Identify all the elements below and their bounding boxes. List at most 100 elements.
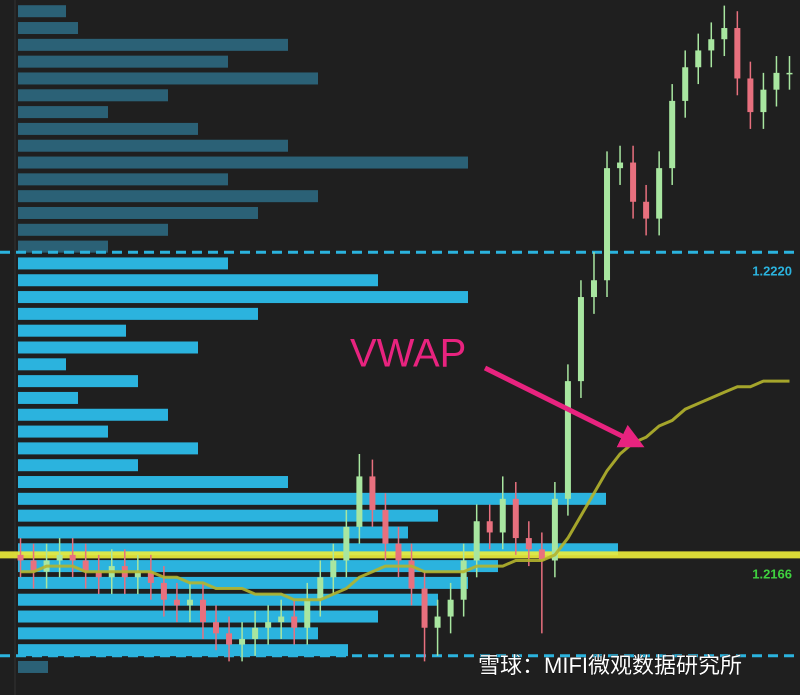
- candle-body: [538, 549, 545, 561]
- profile-bar: [18, 291, 468, 304]
- profile-bar: [18, 122, 198, 135]
- profile-bar: [18, 391, 78, 404]
- profile-bar: [18, 627, 318, 640]
- profile-bar: [18, 139, 288, 152]
- candle-body: [199, 599, 206, 623]
- profile-bar: [18, 206, 258, 219]
- candle-body: [421, 588, 428, 628]
- profile-bar: [18, 660, 48, 673]
- level-label: 1.2220: [752, 264, 792, 279]
- profile-bar: [18, 190, 318, 203]
- candle-body: [525, 538, 532, 550]
- candle-body: [551, 498, 558, 561]
- profile-bar: [18, 375, 138, 388]
- profile-bar: [18, 341, 198, 354]
- vwap-line: [20, 379, 790, 602]
- profile-bar: [18, 240, 108, 253]
- candle-body: [239, 638, 246, 645]
- profile-bar: [18, 425, 108, 438]
- volume-profile: [18, 5, 618, 673]
- candle-body: [69, 554, 76, 561]
- candle-body: [773, 72, 780, 90]
- profile-bar: [18, 324, 126, 337]
- candle-body: [486, 521, 493, 533]
- profile-bar: [18, 492, 606, 505]
- annotation-arrow: [483, 365, 645, 448]
- candle-body: [82, 560, 89, 572]
- profile-bar: [18, 408, 168, 421]
- profile-bar: [18, 173, 228, 186]
- profile-bar: [18, 38, 288, 51]
- candle-body: [447, 599, 454, 617]
- candle-body: [786, 72, 793, 75]
- candle-body: [734, 28, 741, 79]
- profile-bar: [18, 22, 78, 35]
- candle-body: [473, 521, 480, 561]
- profile-bar: [18, 257, 228, 270]
- profile-bar: [18, 358, 66, 371]
- candle-body: [330, 560, 337, 578]
- candle-body: [304, 599, 311, 628]
- overlay: [20, 379, 790, 602]
- profile-bar: [18, 526, 408, 539]
- watermark: 雪球：MIFI微观数据研究所: [478, 653, 742, 678]
- candle-body: [434, 616, 441, 628]
- candle-body: [186, 599, 193, 606]
- profile-bar: [18, 307, 258, 320]
- candle-body: [30, 560, 37, 572]
- candle-body: [395, 543, 402, 561]
- profile-bar: [18, 509, 438, 522]
- profile-bar: [18, 72, 318, 85]
- level-label: 1.2166: [752, 566, 792, 581]
- candle-body: [173, 599, 180, 606]
- candle-body: [577, 297, 584, 382]
- candle-body: [721, 28, 728, 40]
- candle-body: [564, 381, 571, 499]
- candle-body: [708, 39, 715, 51]
- candle-body: [695, 50, 702, 68]
- candle-body: [252, 627, 259, 639]
- candle-body: [682, 67, 689, 101]
- candle-body: [604, 168, 611, 281]
- candle-body: [369, 476, 376, 511]
- candle-body: [226, 633, 233, 645]
- candle-body: [278, 616, 285, 623]
- profile-bar: [18, 459, 138, 472]
- candle-body: [760, 89, 767, 113]
- candle-body: [147, 571, 154, 583]
- candle-body: [656, 168, 663, 219]
- profile-bar: [18, 274, 378, 287]
- candle-body: [499, 498, 506, 533]
- candle-body: [408, 560, 415, 589]
- candle-body: [630, 162, 637, 202]
- candle-body: [590, 280, 597, 298]
- profile-bar: [18, 610, 378, 623]
- candle-body: [617, 162, 624, 169]
- profile-bar: [18, 476, 288, 489]
- profile-bar: [18, 593, 438, 606]
- candle-body: [747, 78, 754, 113]
- candle-body: [213, 622, 220, 634]
- candle-body: [317, 577, 324, 600]
- profile-bar: [18, 89, 168, 102]
- candle-body: [356, 476, 363, 527]
- candle-body: [95, 571, 102, 578]
- profile-bar: [18, 106, 108, 119]
- profile-bar: [18, 55, 228, 68]
- candle-body: [17, 554, 24, 561]
- candle-body: [160, 582, 167, 600]
- candle-body: [134, 571, 141, 578]
- candle-body: [291, 616, 298, 628]
- profile-bar: [18, 223, 168, 236]
- profile-bar: [18, 442, 198, 455]
- profile-bar: [18, 644, 348, 657]
- candle-body: [512, 498, 519, 539]
- candle-body: [382, 510, 389, 544]
- candle-body: [343, 526, 350, 561]
- profile-bar: [18, 5, 66, 18]
- candle-body: [56, 554, 63, 561]
- candle-body: [460, 560, 467, 600]
- annotation-text: VWAP: [350, 332, 466, 376]
